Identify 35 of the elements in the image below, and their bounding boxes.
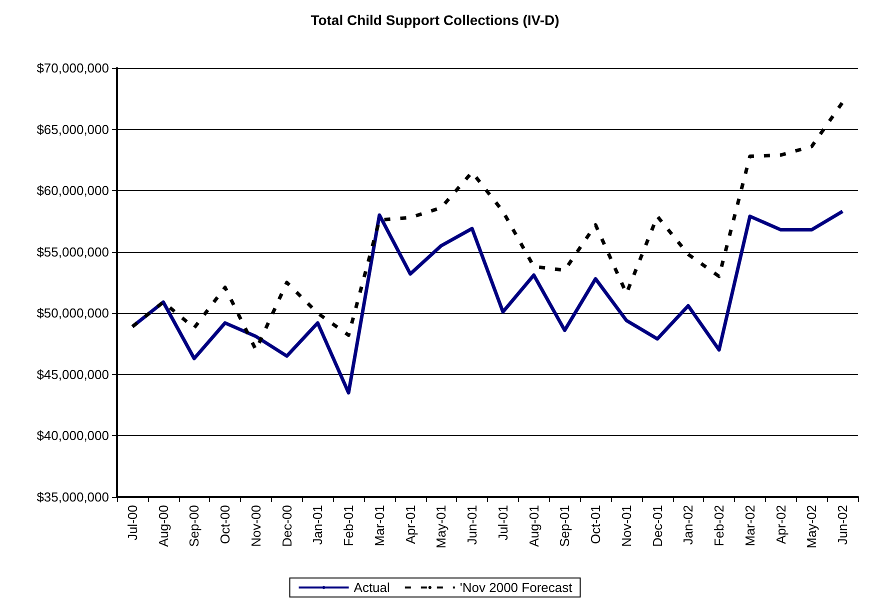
legend-label: Actual — [354, 580, 390, 595]
x-tick-label: Apr-01 — [402, 505, 418, 544]
x-tick-label: Feb-01 — [341, 505, 356, 546]
x-tick-label: Jan-01 — [310, 505, 326, 545]
x-tick-label: Feb-02 — [712, 505, 727, 546]
x-tick-label: Aug-00 — [156, 505, 171, 547]
y-tick-label: $50,000,000 — [36, 306, 109, 321]
x-tick-label: Jul-00 — [124, 505, 140, 540]
x-tick-label: Dec-01 — [650, 505, 665, 547]
y-tick-label: $45,000,000 — [36, 366, 109, 382]
y-tick-label: $60,000,000 — [36, 183, 109, 198]
y-tick-label: $65,000,000 — [36, 122, 109, 137]
y-tick-label: $55,000,000 — [36, 244, 109, 260]
x-tick-label: Jan-02 — [680, 505, 696, 545]
x-tick-label: May-01 — [434, 505, 449, 548]
x-tick-label: May-02 — [804, 505, 820, 548]
x-tick-label: Jul-01 — [495, 505, 510, 540]
x-tick-label: Apr-02 — [773, 505, 788, 544]
x-tick-label: Oct-01 — [588, 505, 604, 544]
x-tick-label: Mar-01 — [372, 505, 387, 546]
x-tick-label: Aug-01 — [526, 505, 542, 547]
x-tick-label: Sep-00 — [186, 505, 202, 547]
x-tick-label: Jun-02 — [835, 505, 850, 545]
x-tick-label: Nov-01 — [618, 505, 634, 547]
chart-title: Total Child Support Collections (IV-D) — [310, 12, 560, 28]
x-tick-label: Nov-00 — [248, 505, 264, 547]
legend-label: 'Nov 2000 Forecast — [460, 580, 573, 595]
x-tick-label: Jun-01 — [464, 505, 480, 545]
x-tick-label: Oct-00 — [218, 505, 233, 544]
x-tick-label: Sep-01 — [557, 505, 572, 547]
y-tick-label: $35,000,000 — [36, 490, 109, 504]
x-tick-label: Dec-00 — [279, 505, 294, 547]
y-tick-label: $70,000,000 — [36, 60, 109, 76]
y-tick-label: $40,000,000 — [36, 428, 109, 444]
x-tick-label: Mar-02 — [742, 505, 758, 546]
